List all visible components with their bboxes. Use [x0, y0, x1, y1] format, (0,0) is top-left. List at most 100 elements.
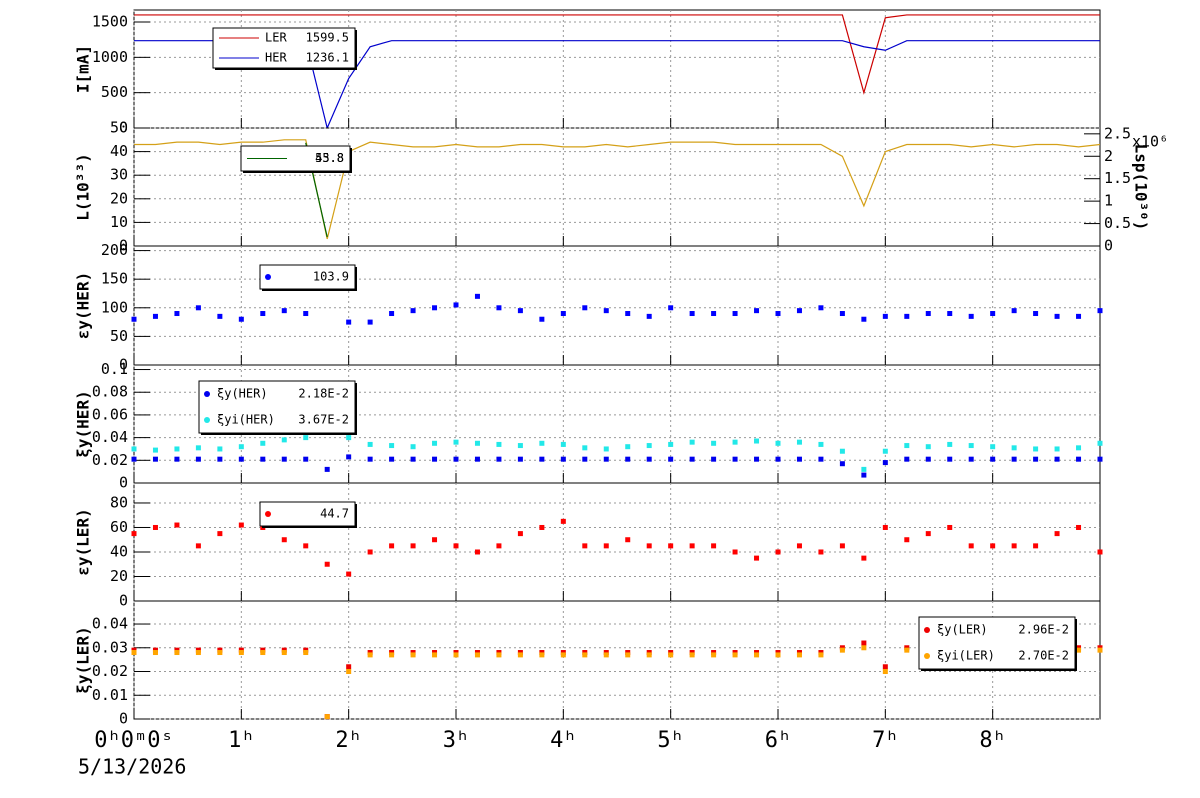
data-point	[453, 652, 459, 658]
y2-exponent: x10⁶	[1132, 133, 1168, 151]
data-point	[346, 319, 352, 325]
y-tick-label: 50	[110, 327, 128, 345]
data-point	[711, 456, 717, 462]
data-point	[603, 652, 609, 658]
legend-label: ξyi(LER)	[937, 649, 995, 663]
legend-value: 1236.1	[306, 51, 349, 65]
data-point	[839, 311, 845, 317]
data-point	[474, 456, 480, 462]
data-point	[346, 571, 352, 577]
legend-swatch	[204, 391, 210, 397]
y-tick-label: 40	[110, 542, 128, 560]
data-point	[474, 652, 480, 658]
data-point	[1076, 647, 1082, 653]
legend-label: ξy(LER)	[937, 623, 988, 637]
data-point	[152, 524, 158, 530]
data-point	[689, 311, 695, 317]
data-point	[861, 316, 867, 322]
data-point	[668, 456, 674, 462]
y2-tick-label: 0	[1104, 237, 1113, 255]
legend	[259, 264, 356, 290]
data-point	[174, 456, 180, 462]
data-point	[603, 543, 609, 549]
panel-frame	[133, 245, 1101, 366]
data-point	[947, 524, 953, 530]
data-point	[689, 439, 695, 445]
data-point	[904, 443, 910, 449]
data-point	[904, 537, 910, 543]
y-tick-label: 0	[119, 237, 128, 255]
data-point	[818, 456, 824, 462]
y2-tick-label: 2.5	[1104, 124, 1131, 142]
y-tick-label: 80	[110, 493, 128, 511]
legend-value: 1599.5	[306, 31, 349, 45]
data-point	[260, 440, 266, 446]
x-tick-label: 2ʰ	[335, 728, 362, 753]
data-point	[346, 669, 352, 675]
y-tick-label: 200	[101, 241, 128, 259]
y2-tick-label: 1.5	[1104, 169, 1131, 187]
data-point	[882, 664, 888, 670]
legend-swatch	[924, 627, 930, 633]
data-point	[367, 652, 373, 658]
data-point	[904, 647, 910, 653]
data-point	[389, 443, 395, 449]
y-tick-label: 40	[110, 142, 128, 160]
data-point	[281, 437, 287, 443]
data-point	[131, 456, 137, 462]
data-point	[732, 652, 738, 658]
data-point	[625, 311, 631, 317]
data-point	[582, 652, 588, 658]
data-point	[410, 444, 416, 450]
data-point	[303, 456, 309, 462]
data-point	[389, 311, 395, 317]
data-point	[732, 439, 738, 445]
data-point	[818, 549, 824, 555]
data-point	[925, 531, 931, 537]
data-point	[453, 456, 459, 462]
y2-tick-label: 0.5	[1104, 214, 1131, 232]
data-point	[217, 313, 223, 319]
legend-swatch	[204, 417, 210, 423]
data-point	[281, 456, 287, 462]
data-point	[1097, 308, 1103, 314]
x-tick-label: 8ʰ	[979, 728, 1006, 753]
data-point	[754, 652, 760, 658]
data-point	[324, 714, 330, 720]
data-point	[625, 652, 631, 658]
data-point	[668, 305, 674, 311]
data-point	[1033, 311, 1039, 317]
data-point	[754, 308, 760, 314]
data-point	[839, 543, 845, 549]
data-point	[1097, 647, 1103, 653]
y-tick-label: 0.02	[92, 451, 128, 469]
data-point	[968, 456, 974, 462]
data-point	[646, 443, 652, 449]
data-point	[947, 441, 953, 447]
y-tick-label: 10	[110, 213, 128, 231]
data-point	[796, 652, 802, 658]
data-point	[410, 652, 416, 658]
data-point	[1011, 543, 1017, 549]
legend-swatch	[924, 653, 930, 659]
data-point	[668, 441, 674, 447]
data-point	[152, 650, 158, 656]
y-tick-label: 0.04	[92, 615, 128, 633]
data-point	[925, 311, 931, 317]
data-point	[260, 650, 266, 656]
legend-value: 103.9	[313, 270, 349, 284]
data-point	[968, 313, 974, 319]
data-point	[303, 543, 309, 549]
data-point	[818, 441, 824, 447]
data-point	[560, 456, 566, 462]
data-point	[496, 456, 502, 462]
data-point	[238, 650, 244, 656]
legend-value: 3.67E-2	[298, 413, 349, 427]
y-tick-label: 0.01	[92, 686, 128, 704]
data-point	[968, 543, 974, 549]
data-point	[861, 645, 867, 651]
data-point	[818, 305, 824, 311]
y-axis-title: ξy(HER)	[74, 390, 93, 457]
data-point	[131, 446, 137, 452]
